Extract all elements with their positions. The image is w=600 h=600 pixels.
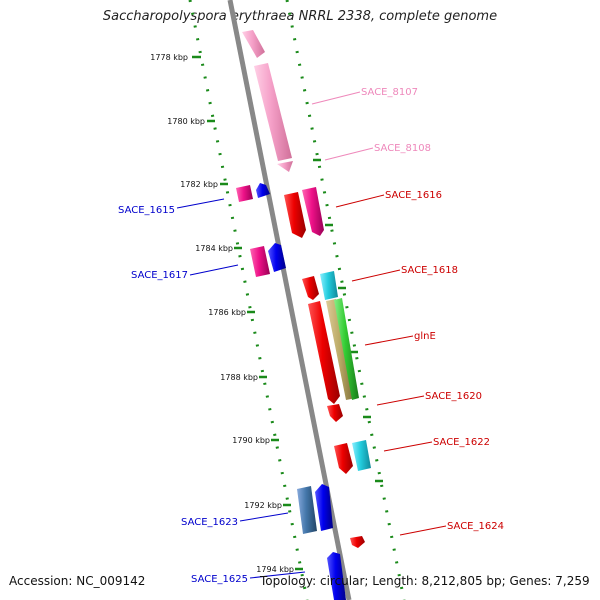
gene-label-sace-1622: SACE_1622 xyxy=(433,437,490,448)
tick-label: 1784 kbp xyxy=(195,244,233,253)
gene-glne-red xyxy=(308,301,340,404)
leader-glne xyxy=(364,335,414,346)
gene-label-sace-1616: SACE_1616 xyxy=(385,190,442,201)
gene-sace-1617-magenta xyxy=(250,246,270,277)
gene-sace-1615-magenta xyxy=(236,185,253,202)
leader-sace-1625 xyxy=(249,571,306,579)
gene-sace-1625-blue xyxy=(327,552,346,600)
gene-sace-1615-blue xyxy=(256,183,270,198)
gene-label-sace-8108: SACE_8108 xyxy=(374,143,431,154)
topology-text: Topology: circular xyxy=(260,574,365,588)
gene-label-sace-1625: SACE_1625 xyxy=(191,574,248,585)
gene-label-sace-8107: SACE_8107 xyxy=(361,87,418,98)
leader-sace-8108 xyxy=(324,147,374,161)
gene-red-small xyxy=(302,276,319,300)
gene-sace-1616-magenta xyxy=(302,187,324,236)
tick-label: 1788 kbp xyxy=(220,373,258,382)
length-text: Length: 8,212,805 bp xyxy=(372,574,502,588)
gene-sace-1622-red xyxy=(334,443,353,474)
leader-sace-1616 xyxy=(335,194,385,208)
gene-sace-8108-arrow xyxy=(277,161,293,172)
tick-label: 1792 kbp xyxy=(244,501,282,510)
gene-sace-8107-arrow xyxy=(242,30,265,58)
separator: ; xyxy=(501,574,510,588)
leader-sace-1618 xyxy=(351,269,401,282)
tick-label: 1794 kbp xyxy=(256,565,294,574)
tick-label: 1782 kbp xyxy=(180,180,218,189)
forward-genes xyxy=(242,30,371,548)
gene-label-sace-1623: SACE_1623 xyxy=(181,517,238,528)
separator: ; xyxy=(364,574,373,588)
leader-sace-1617 xyxy=(189,264,239,276)
leader-sace-1620 xyxy=(376,395,425,406)
gene-label-glne: glnE xyxy=(414,331,436,342)
gene-sace-1624 xyxy=(350,536,365,548)
gene-label-sace-1615: SACE_1615 xyxy=(118,205,175,216)
gene-sace-1618 xyxy=(320,271,338,300)
gene-label-sace-1620: SACE_1620 xyxy=(425,391,482,402)
gene-sace-1623-steel xyxy=(297,486,317,534)
genome-title: Saccharopolyspora erythraea NRRL 2338, c… xyxy=(102,9,498,24)
reverse-genes xyxy=(236,183,346,600)
leader-sace-1622 xyxy=(383,441,433,452)
tick-label: 1780 kbp xyxy=(167,117,205,126)
genome-summary: Topology: circular; Length: 8,212,805 bp… xyxy=(260,574,590,588)
gene-sace-1617-blue xyxy=(268,243,286,272)
gene-label-sace-1624: SACE_1624 xyxy=(447,521,504,532)
leader-sace-8107 xyxy=(311,91,361,105)
gene-sace-8107-body xyxy=(254,63,292,161)
leader-sace-1615 xyxy=(176,198,225,209)
leader-sace-1623 xyxy=(239,512,289,522)
genes-text: Genes: 7,259 xyxy=(509,574,590,588)
gene-sace-1622-cyan xyxy=(352,440,371,471)
leader-sace-1624 xyxy=(399,525,447,536)
tick-labels: 1778 kbp 1780 kbp 1782 kbp 1784 kbp 1786… xyxy=(150,53,294,574)
gene-label-sace-1617: SACE_1617 xyxy=(131,270,188,281)
gene-sace-1620 xyxy=(327,404,343,422)
accession-text: Accession: NC_009142 xyxy=(9,574,146,588)
gene-label-sace-1618: SACE_1618 xyxy=(401,265,458,276)
tick-label: 1790 kbp xyxy=(232,436,270,445)
tick-label: 1778 kbp xyxy=(150,53,188,62)
gene-sace-1616-red xyxy=(284,192,306,238)
gene-sace-1623-blue xyxy=(315,484,333,531)
tick-label: 1786 kbp xyxy=(208,308,246,317)
gene-glne-green xyxy=(334,298,359,400)
